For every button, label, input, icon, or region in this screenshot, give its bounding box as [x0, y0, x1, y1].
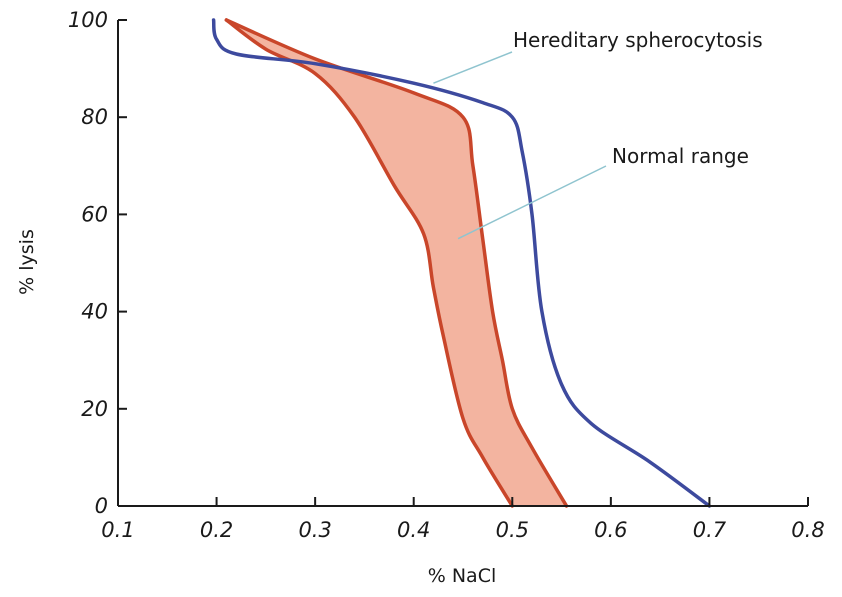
axes: 0.1 0.2 0.3 0.4 0.5 0.6 0.7 0.8 0 20 40 60 80 100 — [68, 8, 825, 542]
annotation-leader-normal — [457, 165, 607, 240]
normal-range-upper-line — [224, 18, 569, 508]
x-tick-label: 0.6 — [594, 518, 627, 542]
y-tick-label: 40 — [81, 300, 108, 324]
y-tick-label: 100 — [68, 8, 108, 32]
x-tick-label: 0.5 — [496, 518, 529, 542]
hereditary-spherocytosis-line — [211, 18, 712, 508]
annotations: Hereditary spherocytosis Normal range — [433, 28, 763, 240]
annotation-normal-range: Normal range — [612, 144, 749, 168]
y-tick-label: 20 — [81, 397, 108, 421]
x-tick-label: 0.1 — [101, 518, 134, 542]
x-tick-label: 0.2 — [200, 518, 233, 542]
annotation-leader-hs — [433, 51, 513, 84]
x-tick-label: 0.4 — [397, 518, 430, 542]
x-tick-label: 0.3 — [298, 518, 331, 542]
annotation-hereditary-spherocytosis: Hereditary spherocytosis — [513, 28, 763, 52]
normal-range-fill — [226, 20, 567, 506]
y-tick-label: 0 — [95, 494, 108, 518]
normal-range-lower-line — [224, 18, 515, 508]
x-axis-title: % NaCl — [428, 565, 497, 587]
x-tick-label: 0.8 — [791, 518, 824, 542]
y-tick-label: 80 — [81, 105, 108, 129]
y-axis-title: % lysis — [16, 229, 38, 295]
x-tick-label: 0.7 — [693, 518, 727, 542]
plot-area — [211, 18, 712, 508]
y-tick-label: 60 — [81, 202, 108, 226]
